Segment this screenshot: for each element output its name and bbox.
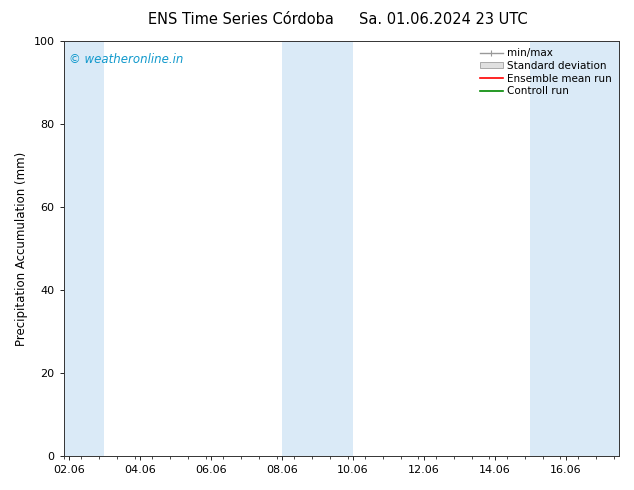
Bar [530,41,619,456]
Text: Sa. 01.06.2024 23 UTC: Sa. 01.06.2024 23 UTC [359,12,528,27]
Text: ENS Time Series Córdoba: ENS Time Series Córdoba [148,12,334,27]
Y-axis label: Precipitation Accumulation (mm): Precipitation Accumulation (mm) [15,151,28,345]
Bar [63,41,105,456]
Legend: min/max, Standard deviation, Ensemble mean run, Controll run: min/max, Standard deviation, Ensemble me… [478,46,614,98]
Bar [282,41,353,456]
Text: © weatheronline.in: © weatheronline.in [69,53,183,67]
